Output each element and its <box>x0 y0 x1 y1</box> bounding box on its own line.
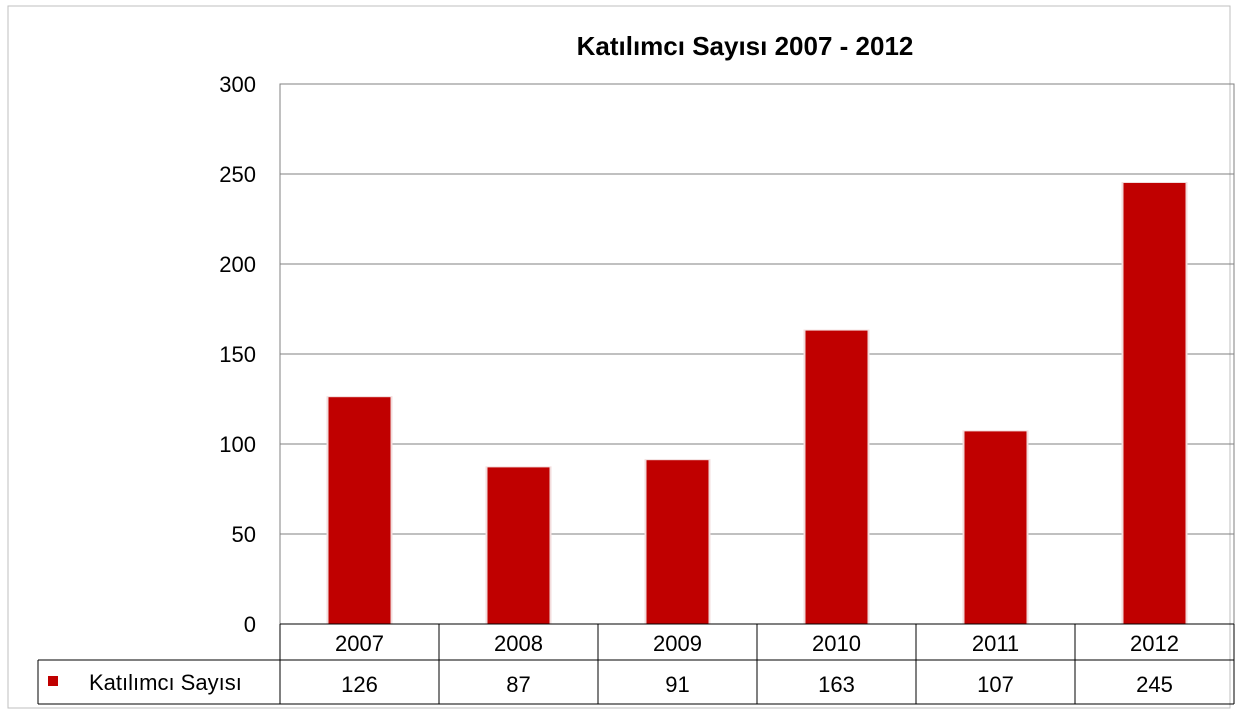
y-tick-label: 200 <box>219 252 256 277</box>
data-label: 107 <box>977 672 1014 697</box>
bar <box>805 330 868 624</box>
y-tick-label: 50 <box>232 522 256 547</box>
y-tick-label: 0 <box>244 612 256 637</box>
x-tick-label: 2010 <box>812 631 861 656</box>
y-axis-ticks: 0 50 100 150 200 250 300 <box>219 72 256 637</box>
x-tick-label: 2011 <box>972 631 1019 656</box>
legend-key <box>48 676 58 686</box>
data-label: 126 <box>341 672 378 697</box>
y-tick-label: 150 <box>219 342 256 367</box>
chart-title: Katılımcı Sayısı 2007 - 2012 <box>577 31 914 61</box>
x-tick-label: 2007 <box>335 631 384 656</box>
bar <box>1123 183 1186 624</box>
data-label: 87 <box>506 672 530 697</box>
x-tick-label: 2009 <box>653 631 702 656</box>
data-table: 2007 126 2008 87 2009 91 2010 163 2011 107 2012 245… <box>37 623 1235 705</box>
bar <box>328 397 391 624</box>
y-tick-label: 300 <box>219 72 256 97</box>
y-tick-label: 250 <box>219 162 256 187</box>
bar <box>964 431 1027 624</box>
legend-label: Katılımcı Sayısı <box>89 670 242 695</box>
bar <box>646 460 709 624</box>
bar <box>487 467 550 624</box>
data-label: 91 <box>665 672 689 697</box>
data-label: 163 <box>818 672 855 697</box>
y-tick-label: 100 <box>219 432 256 457</box>
x-tick-label: 2008 <box>494 631 543 656</box>
chart-border <box>7 5 1231 709</box>
x-tick-label: 2012 <box>1130 631 1179 656</box>
data-label: 245 <box>1136 672 1173 697</box>
bars <box>326 182 1188 624</box>
